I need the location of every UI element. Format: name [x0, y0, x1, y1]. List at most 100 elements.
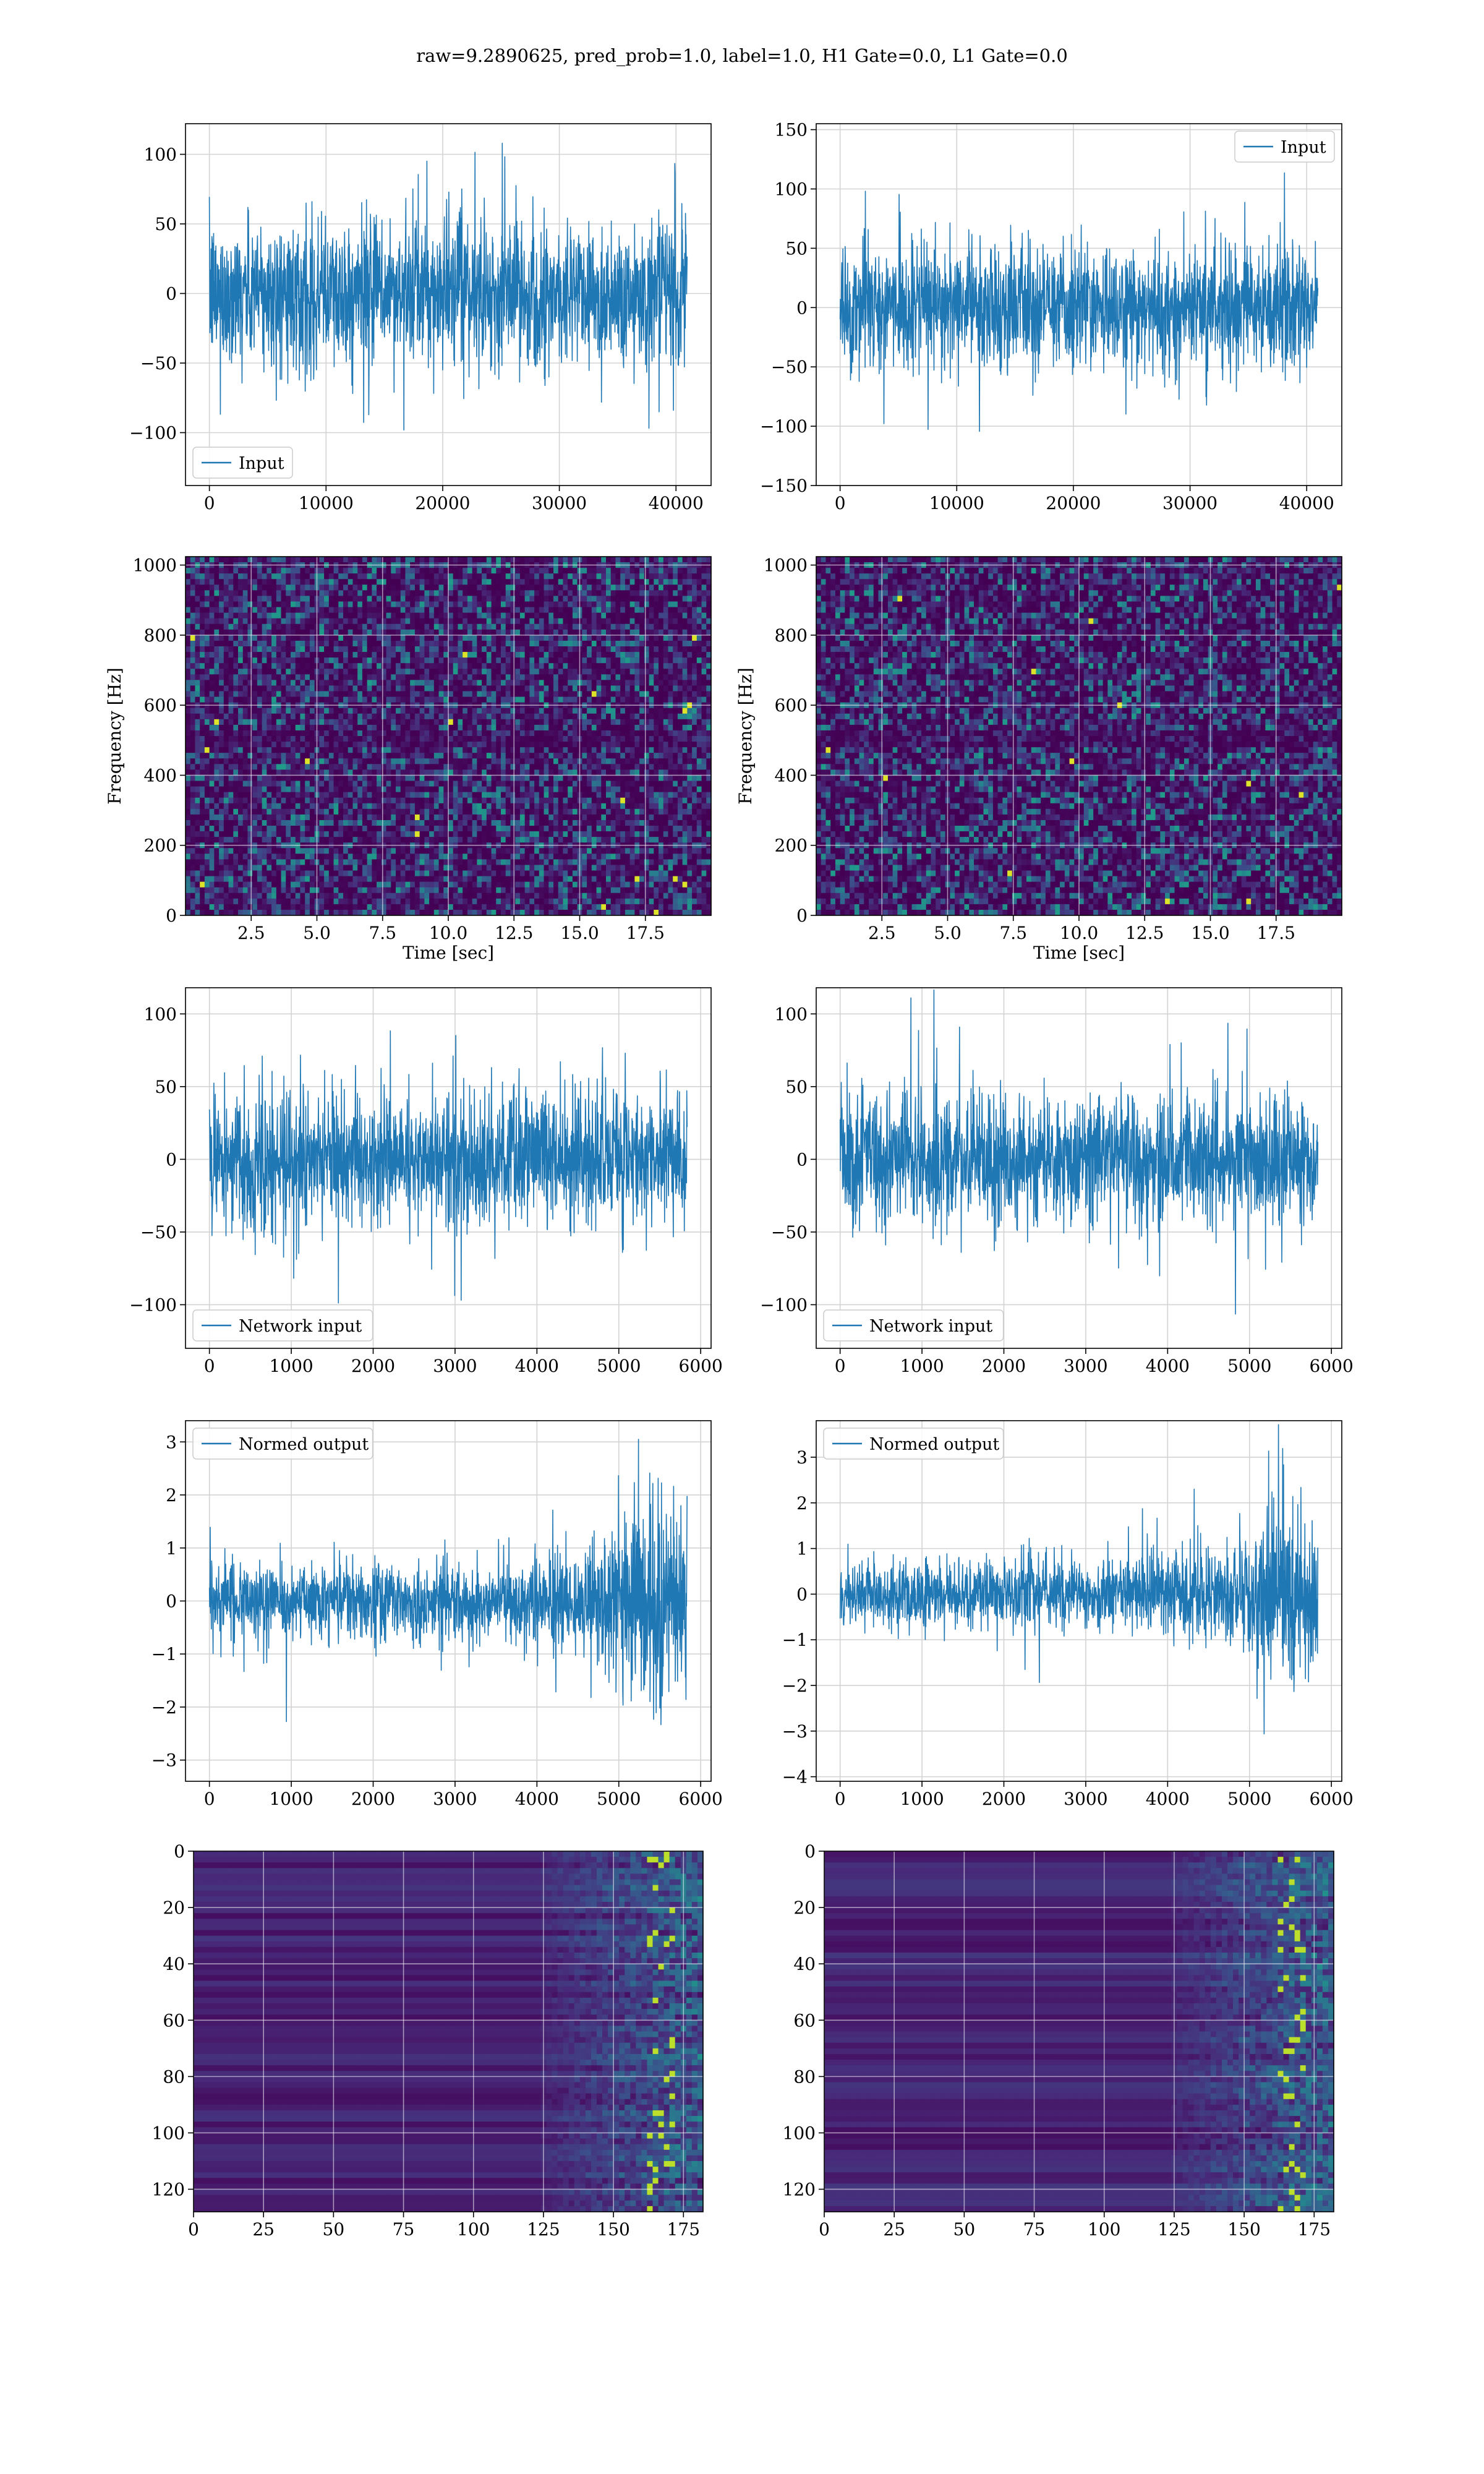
h1_spectrogram-cell: [242, 792, 249, 798]
h1_spectrogram-cell: [262, 719, 267, 726]
h1_spectrogram-cell: [515, 640, 521, 647]
h1_spectrogram-cell: [625, 781, 631, 787]
h1_spectrogram-cell: [242, 685, 249, 692]
h1_spectrogram-cell: [433, 612, 440, 619]
h1_spectrogram-cell: [529, 775, 535, 782]
h1_spectrogram-cell: [615, 724, 621, 731]
h1_spectrogram-cell: [448, 640, 454, 647]
h1_spectrogram-cell: [429, 786, 435, 793]
h1_spectrogram-cell: [377, 792, 382, 798]
h1_spectrogram-cell: [209, 764, 215, 770]
h1_spectrogram-cell: [615, 618, 621, 625]
h1_spectrogram-cell: [701, 719, 707, 726]
h1_spectrogram-cell: [591, 758, 597, 764]
h1_spectrogram-cell: [548, 612, 554, 619]
h1_spectrogram-cell: [333, 657, 339, 664]
h1_spectrogram-cell: [257, 663, 263, 669]
h1_spectrogram-cell: [200, 753, 205, 759]
h1_spectrogram-cell: [634, 584, 640, 591]
h1_spectrogram-cell: [539, 646, 545, 653]
h1_spectrogram-cell: [377, 781, 382, 787]
h1_spectrogram-cell: [295, 803, 301, 810]
h1_spectrogram-cell: [544, 691, 549, 698]
h1_spectrogram-cell: [190, 635, 196, 641]
h1_spectrogram-cell: [281, 669, 286, 675]
h1_spectrogram-cell: [410, 786, 416, 793]
h1_spectrogram-cell: [219, 635, 224, 641]
h1_spectrogram-cell: [333, 663, 339, 669]
h1_spectrogram-cell: [596, 657, 602, 664]
h1_spectrogram-cell: [348, 713, 354, 720]
h1_spectrogram-cell: [510, 669, 516, 675]
h1_spectrogram-cell: [553, 657, 559, 664]
h1_spectrogram-cell: [463, 623, 468, 630]
h1_spectrogram-cell: [195, 573, 200, 580]
h1_spectrogram-cell: [252, 657, 258, 664]
h1_spectrogram-cell: [496, 590, 501, 597]
h1_spectrogram-cell: [362, 736, 368, 742]
h1_spectrogram-cell: [328, 724, 335, 731]
h1_spectrogram-cell: [610, 573, 616, 580]
h1_spectrogram-cell: [629, 781, 635, 787]
h1_spectrogram-cell: [276, 691, 282, 698]
h1_spectrogram-cell: [668, 747, 673, 753]
h1_spectrogram-cell: [267, 618, 272, 625]
h1_spectrogram-cell: [433, 803, 440, 810]
h1_spectrogram-cell: [204, 753, 210, 759]
h1_spectrogram-cell: [501, 730, 506, 737]
h1_spectrogram-cell: [682, 646, 688, 653]
h1_spectrogram-cell: [477, 781, 482, 787]
h1_spectrogram-cell: [453, 680, 459, 687]
h1_spectrogram-cell: [486, 674, 492, 680]
h1_spectrogram-cell: [606, 713, 612, 720]
h1_spectrogram-cell: [419, 663, 425, 669]
h1_spectrogram-cell: [291, 724, 296, 731]
h1_spectrogram-cell: [357, 685, 363, 692]
h1_spectrogram-cell: [472, 742, 477, 748]
h1_spectrogram-cell: [343, 635, 349, 641]
h1_spectrogram-cell: [677, 601, 683, 608]
h1_spectrogram-cell: [214, 601, 220, 608]
h1_spectrogram-cell: [214, 803, 220, 810]
h1_spectrogram-cell: [338, 753, 344, 759]
h1_spectrogram-cell: [505, 680, 511, 687]
h1_spectrogram-cell: [634, 663, 640, 669]
h1_spectrogram-cell: [539, 657, 545, 664]
h1_spectrogram-cell: [410, 797, 416, 804]
h1_spectrogram-cell: [524, 557, 530, 563]
h1_spectrogram-cell: [309, 674, 315, 680]
h1_spectrogram-cell: [357, 657, 363, 664]
h1_spectrogram-cell: [372, 629, 377, 636]
h1_spectrogram-cell: [620, 736, 626, 742]
h1_spectrogram-cell: [673, 758, 678, 764]
h1_spectrogram-cell: [606, 742, 612, 748]
h1_spectrogram-cell: [247, 635, 253, 641]
h1_spectrogram-cell: [219, 719, 224, 726]
h1_spectrogram-cell: [687, 629, 693, 636]
h1_spectrogram-cell: [405, 652, 411, 658]
h1_spectrogram-cell: [396, 685, 401, 692]
h1_spectrogram-cell: [414, 573, 420, 580]
h1_spectrogram-cell: [223, 758, 229, 764]
h1_spectrogram-cell: [219, 753, 224, 759]
h1_spectrogram-cell: [200, 640, 205, 647]
h1_spectrogram-cell: [419, 607, 425, 614]
h1_spectrogram-cell: [242, 646, 249, 653]
h1_spectrogram-cell: [534, 584, 540, 591]
h1_spectrogram-cell: [491, 742, 497, 748]
h1_spectrogram-cell: [195, 618, 200, 625]
h1_spectrogram-cell: [496, 584, 501, 591]
h1_spectrogram-cell: [654, 792, 659, 798]
h1_spectrogram-cell: [539, 601, 545, 608]
h1_spectrogram-cell: [333, 640, 339, 647]
h1_spectrogram-cell: [687, 640, 693, 647]
h1_spectrogram-cell: [568, 579, 573, 585]
h1_spectrogram-cell: [620, 724, 626, 731]
h1_spectrogram-cell: [687, 601, 693, 608]
h1_spectrogram-cell: [276, 753, 282, 759]
h1_spectrogram-cell: [458, 579, 463, 585]
h1_spectrogram-cell: [186, 579, 191, 585]
h1_spectrogram-cell: [429, 557, 435, 563]
h1_spectrogram-cell: [544, 657, 549, 664]
h1_spectrogram-cell: [348, 680, 354, 687]
